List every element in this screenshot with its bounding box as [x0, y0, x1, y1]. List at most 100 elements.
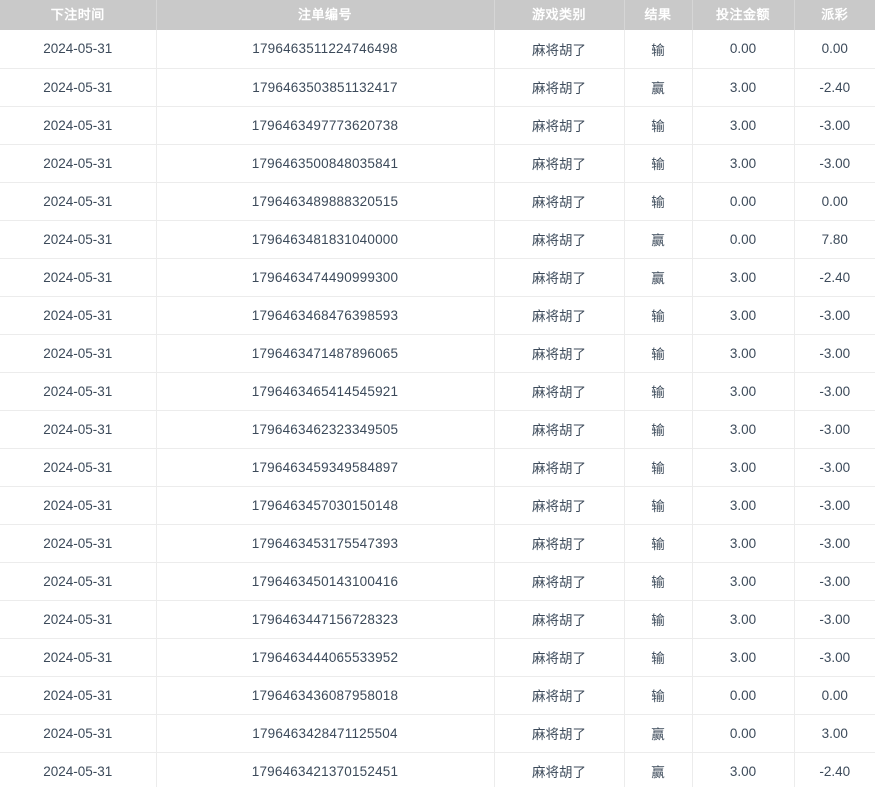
cell-game-type: 麻将胡了 [494, 676, 625, 715]
cell-bet-amount: 3.00 [692, 448, 795, 487]
cell-game-type: 麻将胡了 [494, 410, 625, 449]
cell-game-type: 麻将胡了 [494, 296, 625, 335]
cell-result: 输 [624, 144, 693, 183]
table-row[interactable]: 2024-05-31 1796463497773620738 麻将胡了输 3.00 -3… [0, 106, 875, 145]
cell-game-type: 麻将胡了 [494, 448, 625, 487]
cell-payout: 3.00 [794, 714, 875, 753]
column-header-bet-time[interactable]: 下注时间 [0, 0, 157, 30]
cell-order-number: 1796463444065533952 [156, 638, 495, 677]
table-row[interactable]: 2024-05-31 1796463468476398593 麻将胡了输 3.00 -3… [0, 296, 875, 335]
cell-bet-amount: 0.00 [692, 182, 795, 221]
cell-order-number: 1796463450143100416 [156, 562, 495, 601]
cell-payout: -3.00 [794, 144, 875, 183]
cell-bet-time: 2024-05-31 [0, 372, 157, 411]
cell-payout: -3.00 [794, 638, 875, 677]
column-header-bet-amount[interactable]: 投注金额 [692, 0, 795, 30]
cell-bet-amount: 3.00 [692, 410, 795, 449]
cell-bet-time: 2024-05-31 [0, 714, 157, 753]
cell-bet-amount: 0.00 [692, 220, 795, 259]
column-header-game-type[interactable]: 游戏类别 [494, 0, 625, 30]
cell-bet-amount: 3.00 [692, 106, 795, 145]
cell-order-number: 1796463436087958018 [156, 676, 495, 715]
cell-bet-amount: 3.00 [692, 68, 795, 107]
table-row[interactable]: 2024-05-31 1796463474490999300 麻将胡了赢 3.00 -2… [0, 258, 875, 297]
cell-game-type: 麻将胡了 [494, 600, 625, 639]
cell-result: 输 [624, 410, 693, 449]
cell-bet-time: 2024-05-31 [0, 220, 157, 259]
cell-bet-time: 2024-05-31 [0, 30, 157, 69]
cell-payout: -3.00 [794, 562, 875, 601]
cell-result: 输 [624, 486, 693, 525]
table-row[interactable]: 2024-05-31 1796463489888320515 麻将胡了输 0.00 0.… [0, 182, 875, 221]
cell-game-type: 麻将胡了 [494, 372, 625, 411]
table-row[interactable]: 2024-05-31 1796463511224746498 麻将胡了输 0.00 0.… [0, 30, 875, 69]
cell-result: 输 [624, 106, 693, 145]
cell-bet-amount: 3.00 [692, 258, 795, 297]
cell-order-number: 1796463497773620738 [156, 106, 495, 145]
table-row[interactable]: 2024-05-31 1796463471487896065 麻将胡了输 3.00 -3… [0, 334, 875, 373]
table-row[interactable]: 2024-05-31 1796463436087958018 麻将胡了输 0.00 0.… [0, 676, 875, 715]
cell-game-type: 麻将胡了 [494, 486, 625, 525]
table-row[interactable]: 2024-05-31 1796463447156728323 麻将胡了输 3.00 -3… [0, 600, 875, 639]
cell-bet-amount: 3.00 [692, 486, 795, 525]
cell-bet-time: 2024-05-31 [0, 486, 157, 525]
table-body: 2024-05-31 1796463511224746498 麻将胡了输 0.00 0.… [0, 30, 875, 787]
cell-payout: -3.00 [794, 524, 875, 563]
table-row[interactable]: 2024-05-31 1796463503851132417 麻将胡了赢 3.00 -2… [0, 68, 875, 107]
table-header: 下注时间 注单编号 游戏类别 结果 投注金额 派彩 [0, 0, 875, 30]
cell-order-number: 1796463474490999300 [156, 258, 495, 297]
cell-payout: -2.40 [819, 763, 851, 779]
cell-game-type: 麻将胡了 [494, 182, 625, 221]
cell-payout: -3.00 [794, 600, 875, 639]
column-header-payout[interactable]: 派彩 [794, 0, 875, 30]
table-row[interactable]: 2024-05-31 1796463444065533952 麻将胡了输 3.00 -3… [0, 638, 875, 677]
table-row[interactable]: 2024-05-31 1796463421370152451 麻将胡了赢 3.00 -2… [0, 752, 875, 787]
cell-order-number: 1796463428471125504 [156, 714, 495, 753]
table-row[interactable]: 2024-05-31 1796463459349584897 麻将胡了输 3.00 -3… [0, 448, 875, 487]
table-row[interactable]: 2024-05-31 1796463481831040000 麻将胡了赢 0.00 7.… [0, 220, 875, 259]
table-row[interactable]: 2024-05-31 1796463462323349505 麻将胡了输 3.00 -3… [0, 410, 875, 449]
table-row[interactable]: 2024-05-31 1796463428471125504 麻将胡了赢 0.00 3.… [0, 714, 875, 753]
cell-game-type: 麻将胡了 [494, 106, 625, 145]
table-row[interactable]: 2024-05-31 1796463450143100416 麻将胡了输 3.00 -3… [0, 562, 875, 601]
column-header-order-number[interactable]: 注单编号 [156, 0, 495, 30]
cell-order-number: 1796463489888320515 [156, 182, 495, 221]
cell-bet-amount: 0.00 [692, 676, 795, 715]
cell-game-type: 麻将胡了 [494, 30, 625, 69]
cell-bet-time: 2024-05-31 [0, 448, 157, 487]
cell-order-number: 1796463421370152451 [156, 752, 495, 787]
cell-result: 输 [624, 372, 693, 411]
cell-bet-amount: 3.00 [692, 334, 795, 373]
table-row[interactable]: 2024-05-31 1796463465414545921 麻将胡了输 3.00 -3… [0, 372, 875, 411]
cell-payout: -3.00 [794, 334, 875, 373]
cell-bet-amount: 3.00 [692, 524, 795, 563]
cell-bet-time: 2024-05-31 [0, 752, 157, 787]
cell-game-type: 麻将胡了 [494, 144, 625, 183]
cell-payout: 7.80 [794, 220, 875, 259]
cell-payout: -3.00 [794, 296, 875, 335]
cell-game-type: 麻将胡了 [494, 752, 625, 787]
cell-result: 输 [624, 296, 693, 335]
cell-result: 输 [624, 182, 693, 221]
cell-payout: -3.00 [794, 448, 875, 487]
column-header-result[interactable]: 结果 [624, 0, 693, 30]
table-row[interactable]: 2024-05-31 1796463500848035841 麻将胡了输 3.00 -3… [0, 144, 875, 183]
cell-bet-time: 2024-05-31 [0, 68, 157, 107]
cell-result: 输 [624, 30, 693, 69]
cell-result: 输 [624, 562, 693, 601]
cell-result: 输 [624, 600, 693, 639]
cell-payout: 0.00 [794, 182, 875, 221]
cell-order-number: 1796463468476398593 [156, 296, 495, 335]
cell-order-number: 1796463503851132417 [156, 68, 495, 107]
cell-order-number: 1796463500848035841 [156, 144, 495, 183]
table-row[interactable]: 2024-05-31 1796463453175547393 麻将胡了输 3.00 -3… [0, 524, 875, 563]
cell-game-type: 麻将胡了 [494, 714, 625, 753]
table-row[interactable]: 2024-05-31 1796463457030150148 麻将胡了输 3.00 -3… [0, 486, 875, 525]
cell-bet-time: 2024-05-31 [0, 638, 157, 677]
cell-order-number: 1796463481831040000 [156, 220, 495, 259]
cell-bet-amount: 3.00 [692, 296, 795, 335]
cell-result: 赢 [624, 752, 693, 787]
cell-bet-amount: 3.00 [692, 562, 795, 601]
cell-result: 输 [624, 638, 693, 677]
cell-bet-time: 2024-05-31 [0, 676, 157, 715]
